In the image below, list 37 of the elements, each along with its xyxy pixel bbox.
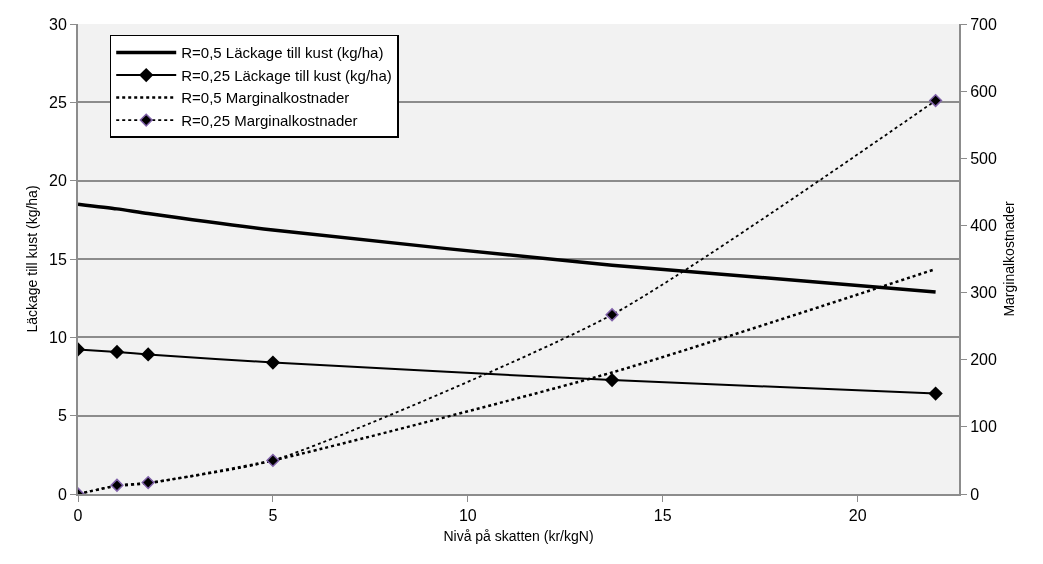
y-tick-label: 30 (49, 15, 67, 33)
y2-tick-label: 600 (970, 82, 997, 100)
y-tick-label: 0 (57, 485, 67, 503)
y2-tick-label: 300 (970, 284, 997, 302)
y2-tick-label: 700 (970, 15, 997, 33)
legend-label: R=0,25 Läckage till kust (kg/ha) (181, 66, 392, 84)
x-tick-label: 5 (268, 507, 278, 525)
point (266, 453, 280, 468)
y2-tick-label: 0 (970, 485, 980, 503)
point (141, 475, 155, 490)
point (928, 386, 943, 401)
y2-tick-label: 200 (970, 351, 997, 369)
x-tick-label: 10 (458, 507, 477, 525)
point (605, 308, 619, 322)
y2-tick-label: 500 (970, 149, 997, 167)
x-tick-label: 20 (848, 507, 867, 525)
y2-tick-label: 400 (970, 217, 997, 235)
x-axis-title: Nivå på skatten (kr/kgN) (443, 528, 594, 544)
point (110, 478, 124, 492)
y-tick-label: 15 (49, 250, 67, 268)
legend-label: R=0,25 Marginalkostnader (181, 111, 358, 129)
y-tick-label: 25 (49, 93, 67, 111)
point (109, 344, 125, 360)
y-tick-label: 5 (57, 407, 67, 425)
point (141, 347, 156, 362)
x-tick-label: 15 (653, 507, 672, 525)
point (604, 372, 620, 388)
x-tick-label: 0 (73, 507, 83, 525)
y-axis-title: Läckage till kust (kg/ha) (24, 185, 41, 333)
legend-label: R=0,5 Läckage till kust (kg/ha) (181, 44, 384, 62)
y-tick-label: 10 (49, 328, 67, 346)
y-tick-label: 20 (49, 172, 67, 190)
point (929, 93, 943, 108)
legend-label: R=0,5 Marginalkostnader (181, 89, 350, 107)
point (265, 355, 281, 370)
y2-axis-title: Marginalkostnader (1000, 201, 1017, 317)
y2-tick-label: 100 (970, 418, 997, 436)
